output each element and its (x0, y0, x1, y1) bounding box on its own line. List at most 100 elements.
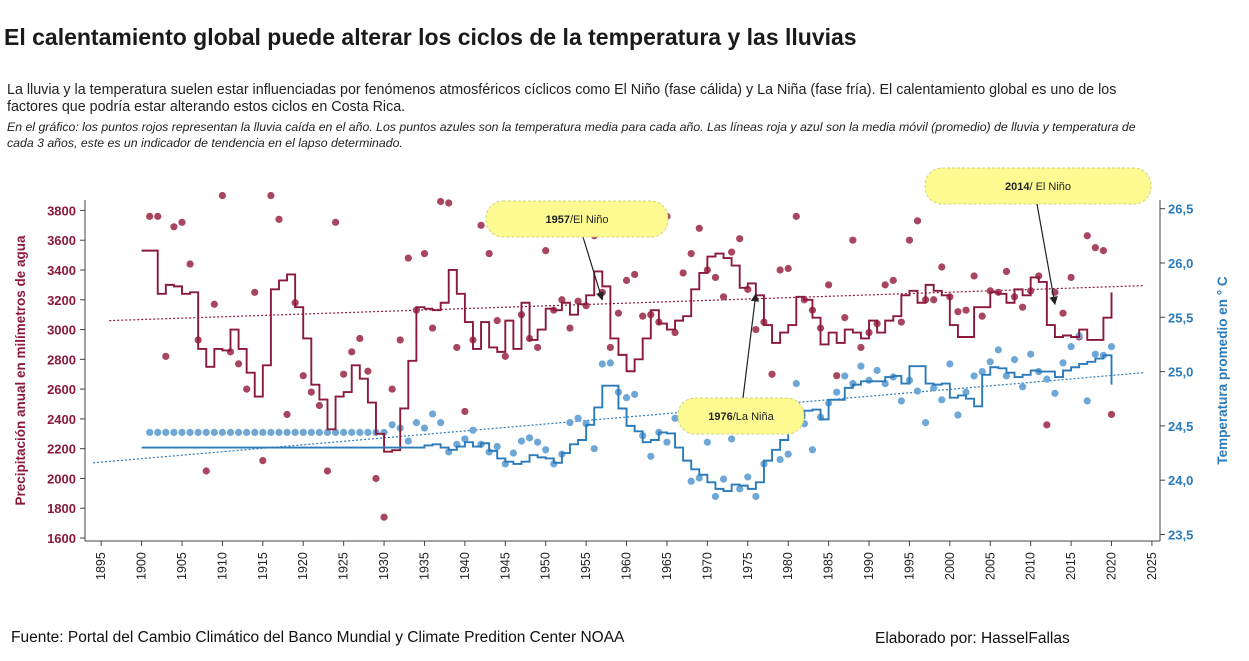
temp-point (962, 388, 970, 396)
rain-point (881, 281, 889, 289)
rain-point (331, 218, 340, 226)
rain-point (1099, 247, 1108, 255)
rain-point (154, 212, 162, 220)
rain-point (752, 325, 760, 334)
x-tick-label: 1970 (700, 552, 714, 580)
temp-point (922, 419, 930, 427)
rain-point (962, 306, 970, 314)
rain-point (356, 334, 364, 343)
temp-point (841, 372, 849, 380)
temp-point (437, 419, 445, 427)
temp-point (744, 473, 752, 481)
temp-point (170, 428, 178, 437)
temp-point (420, 424, 429, 432)
rain-point (606, 343, 614, 352)
temp-point (291, 428, 299, 437)
rain-point (493, 317, 501, 325)
temp-point (703, 438, 711, 446)
temp-point (978, 367, 986, 376)
x-tick-label: 1955 (579, 552, 593, 580)
rain-point (639, 312, 647, 320)
rain-point (178, 218, 186, 226)
temp-point (792, 379, 800, 388)
rain-point (849, 236, 857, 244)
rain-point (776, 266, 784, 274)
temp-point (1051, 389, 1059, 397)
rain-point (340, 370, 348, 378)
rain-point (889, 276, 897, 285)
x-tick-label: 2000 (943, 552, 957, 580)
y-tick-label: 3600 (47, 233, 76, 248)
moving-average-lines (141, 249, 1113, 492)
temp-point (364, 428, 372, 437)
temp-point (1018, 383, 1027, 391)
rain-point (574, 297, 582, 305)
chart-note: En el gráfico: los puntos rojos represen… (7, 120, 1136, 150)
temp-point (428, 410, 437, 418)
temp-point (833, 388, 841, 396)
annotation-year: 1957 (545, 214, 569, 226)
rain-point (833, 372, 841, 380)
x-tick-label: 1945 (498, 552, 512, 580)
x-tick-label: 1935 (417, 552, 431, 580)
temp-point (938, 396, 946, 404)
temp-point (234, 428, 243, 437)
annotation-arrow (1036, 203, 1058, 306)
rain-point (299, 372, 307, 380)
credit-note: Elaborado por: HasselFallas (875, 630, 1070, 647)
temp-point (525, 434, 534, 442)
trend-lines (93, 285, 1144, 464)
rain-point (202, 467, 210, 475)
y2-tick-label: 26,5 (1168, 202, 1193, 217)
temp-point (719, 475, 728, 483)
annotation-callout (924, 167, 1152, 205)
temp-point (509, 449, 517, 457)
y-axis-title: Precipitación anual en milímetros de agu… (13, 235, 28, 506)
rain-point (719, 293, 728, 301)
x-tick-label: 1920 (296, 552, 310, 580)
rain-point (388, 385, 396, 393)
temp-point (202, 428, 210, 437)
rain-point (267, 191, 275, 200)
temp-point (1043, 375, 1051, 383)
rain-point (768, 370, 776, 378)
rain-point (170, 223, 178, 231)
rain-point (792, 212, 800, 220)
temp-point (307, 428, 315, 437)
temp-point (897, 397, 905, 405)
x-tick-label: 1930 (377, 552, 391, 580)
temp-point (590, 445, 598, 453)
temp-point (218, 428, 227, 437)
temp-point (808, 446, 817, 454)
temp-point (946, 360, 954, 368)
annotation-arrow (582, 236, 605, 301)
temp-point (994, 346, 1002, 354)
annotation-callout (677, 397, 805, 435)
rain-point (453, 343, 461, 352)
rain-point (631, 270, 639, 279)
data-points (146, 191, 1116, 521)
rain-point (437, 197, 445, 206)
x-tick-label: 2025 (1145, 552, 1159, 580)
y2-tick-label: 25,0 (1168, 365, 1193, 380)
x-tick-label: 1900 (135, 552, 149, 580)
temp-point (711, 492, 720, 501)
temp-point (865, 376, 873, 384)
rain-point (897, 318, 905, 326)
temp-point (194, 428, 202, 437)
temp-point (647, 452, 655, 460)
x-tick-label: 2005 (983, 552, 997, 580)
temp-point (340, 428, 348, 437)
temp-point (315, 428, 323, 437)
rain-point (1059, 309, 1067, 317)
x-tick-label: 1965 (660, 552, 674, 580)
rain-point (283, 410, 291, 419)
annotation-year: 2014 (1005, 181, 1030, 193)
temp-point (1107, 343, 1116, 351)
temp-point (178, 428, 186, 437)
x-tick-label: 1960 (620, 552, 634, 580)
rain-point (210, 300, 218, 308)
y-tick-label: 3200 (47, 293, 76, 308)
rain-point (275, 215, 283, 223)
